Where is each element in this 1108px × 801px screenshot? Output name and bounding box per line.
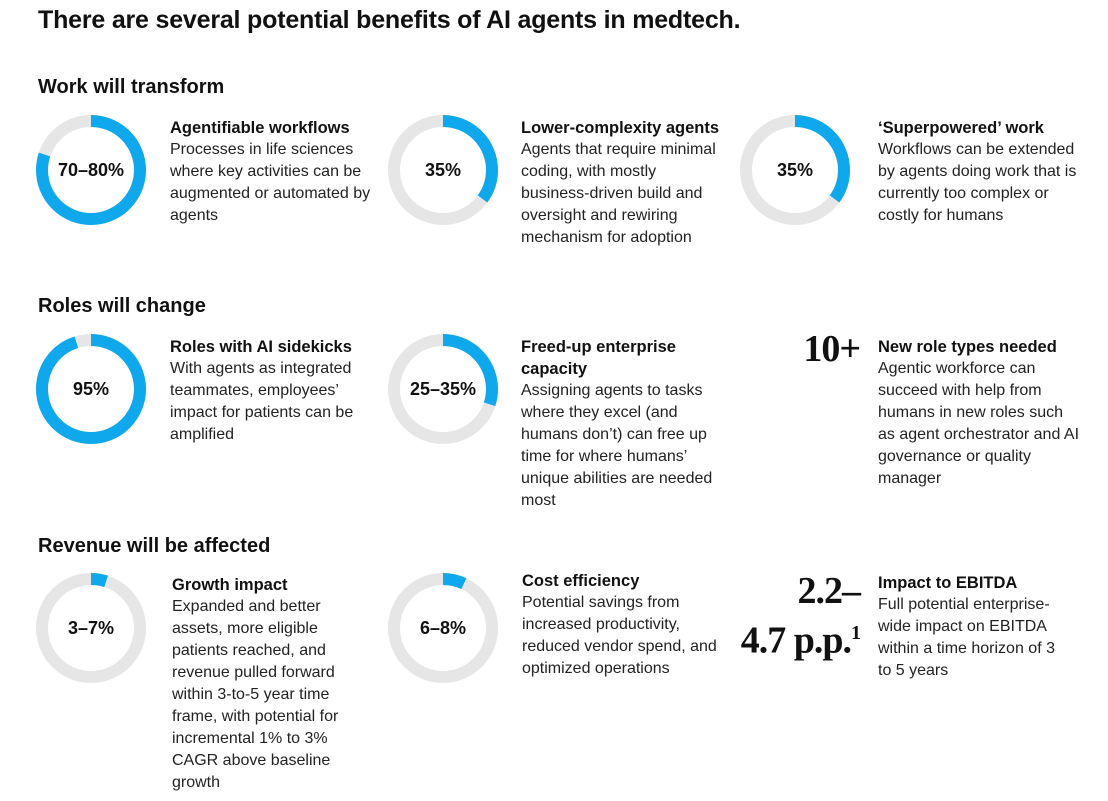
donut-value: 35% <box>776 159 814 180</box>
donut-fill-arc <box>740 115 850 225</box>
benefit-description: Agentic workforce can succeed with help … <box>878 360 1080 487</box>
donut-svg <box>388 115 498 225</box>
benefit-description: Assigning agents to tasks where they exc… <box>521 382 713 509</box>
donut-fill-arc <box>36 115 146 225</box>
benefit-card: Roles with AI sidekicks With agents as i… <box>170 336 375 446</box>
big-stat: 2.2– 4.7 p.p.1 <box>700 570 862 662</box>
benefit-heading: Agentifiable workflows <box>170 119 350 137</box>
donut-value: 6–8% <box>419 617 467 638</box>
benefit-heading: Lower-complexity agents <box>521 119 720 137</box>
donut-chart: 3–7% <box>35 572 147 684</box>
donut-svg <box>36 334 146 444</box>
donut-fill-arc <box>388 115 498 225</box>
benefit-description: Processes in life sciences where key act… <box>170 141 371 224</box>
donut-svg <box>388 573 498 683</box>
benefit-card: Impact to EBITDA Full potential enterpri… <box>878 572 1068 682</box>
donut-fill-arc <box>388 334 498 444</box>
benefit-heading: New role types needed <box>878 338 1057 356</box>
donut-chart: 95% <box>35 333 147 445</box>
donut-chart: 35% <box>739 114 851 226</box>
donut-svg <box>36 573 146 683</box>
big-stat: 10+ <box>803 328 861 370</box>
section-roles: Roles will change <box>38 295 206 317</box>
benefit-card: New role types needed Agentic workforce … <box>878 336 1083 490</box>
benefit-heading: Cost efficiency <box>522 572 640 590</box>
benefit-description: With agents as integrated teammates, emp… <box>170 360 354 443</box>
benefit-card: Freed-up enterprise capacity Assigning a… <box>521 336 721 512</box>
benefit-heading: Growth impact <box>172 576 288 594</box>
benefit-heading: Roles with AI sidekicks <box>170 338 352 356</box>
donut-svg <box>388 334 498 444</box>
donut-fill-arc <box>36 573 146 683</box>
donut-svg <box>36 115 146 225</box>
benefit-card: Lower-complexity agents Agents that requ… <box>521 117 726 249</box>
footnote-marker: 1 <box>851 622 861 644</box>
big-stat-line1: 2.2– <box>797 570 862 612</box>
benefit-heading: ‘Superpowered’ work <box>878 119 1044 137</box>
donut-value: 70–80% <box>57 159 125 180</box>
section-work: Work will transform <box>38 76 225 98</box>
section-revenue: Revenue will be affected <box>38 535 271 557</box>
benefit-description: Agents that require minimal coding, with… <box>521 141 716 246</box>
benefit-heading: Freed-up enterprise capacity <box>521 338 676 378</box>
donut-chart: 6–8% <box>387 572 499 684</box>
benefit-description: Full potential enterprise-wide impact on… <box>878 596 1055 679</box>
donut-value: 25–35% <box>409 378 477 399</box>
big-stat-line2: 4.7 p.p. <box>740 619 852 662</box>
benefit-card: ‘Superpowered’ work Workflows can be ext… <box>878 117 1083 227</box>
donut-chart: 35% <box>387 114 499 226</box>
donut-value: 3–7% <box>67 617 115 638</box>
benefit-card: Growth impact Expanded and better assets… <box>172 574 357 794</box>
donut-value: 35% <box>424 159 462 180</box>
donut-chart: 25–35% <box>387 333 499 445</box>
donut-chart: 70–80% <box>35 114 147 226</box>
page-title: There are several potential benefits of … <box>38 6 741 34</box>
benefit-description: Expanded and better assets, more eligibl… <box>172 598 339 791</box>
donut-fill-arc <box>388 573 498 683</box>
benefit-card: Agentifiable workflows Processes in life… <box>170 117 375 227</box>
benefit-card: Cost efficiency Potential savings from i… <box>522 570 717 680</box>
donut-fill-arc <box>36 334 146 444</box>
donut-value: 95% <box>72 378 110 399</box>
benefit-heading: Impact to EBITDA <box>878 574 1018 592</box>
benefit-description: Workflows can be extended by agents doin… <box>878 141 1077 224</box>
benefit-description: Potential savings from increased product… <box>522 594 717 677</box>
donut-svg <box>740 115 850 225</box>
